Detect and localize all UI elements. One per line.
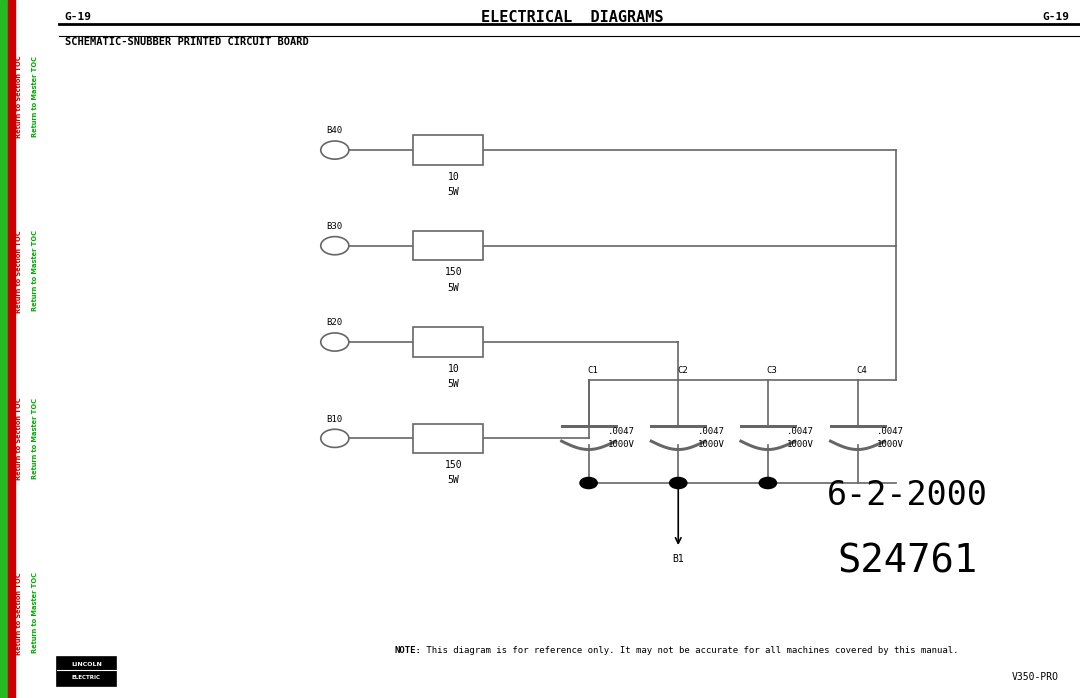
Circle shape <box>670 477 687 489</box>
Circle shape <box>321 141 349 159</box>
Circle shape <box>321 333 349 351</box>
Text: 5W: 5W <box>448 379 459 389</box>
Text: 6-2-2000: 6-2-2000 <box>826 479 988 512</box>
Text: 1000V: 1000V <box>787 440 814 449</box>
Text: R3: R3 <box>442 241 455 251</box>
Text: .0047: .0047 <box>608 427 635 436</box>
Text: C4: C4 <box>856 366 867 375</box>
Text: NOTE:: NOTE: <box>394 646 421 655</box>
Text: B1: B1 <box>673 554 684 563</box>
Text: 1000V: 1000V <box>608 440 635 449</box>
Text: 10: 10 <box>448 172 459 181</box>
Text: R1: R1 <box>442 433 455 443</box>
Text: C3: C3 <box>767 366 778 375</box>
Text: SCHEMATIC-SNUBBER PRINTED CIRCUIT BOARD: SCHEMATIC-SNUBBER PRINTED CIRCUIT BOARD <box>65 37 309 47</box>
Text: R2: R2 <box>442 337 455 347</box>
Circle shape <box>759 477 777 489</box>
Text: 10: 10 <box>448 364 459 373</box>
Text: B10: B10 <box>327 415 342 424</box>
Text: LINCOLN: LINCOLN <box>71 662 102 667</box>
Circle shape <box>321 429 349 447</box>
Text: B30: B30 <box>327 222 342 231</box>
Text: Return to Master TOC: Return to Master TOC <box>31 572 38 653</box>
Text: 1000V: 1000V <box>698 440 725 449</box>
Text: .0047: .0047 <box>787 427 814 436</box>
Bar <box>413 424 483 453</box>
Bar <box>8 0 15 698</box>
Text: Return to Master TOC: Return to Master TOC <box>31 230 38 311</box>
Text: Return to Section TOC: Return to Section TOC <box>16 230 23 313</box>
Text: Return to Section TOC: Return to Section TOC <box>16 56 23 138</box>
Text: 150: 150 <box>445 267 462 277</box>
Bar <box>413 327 483 357</box>
Text: 5W: 5W <box>448 475 459 485</box>
Text: R4: R4 <box>442 145 455 155</box>
Bar <box>413 231 483 260</box>
Text: Return to Section TOC: Return to Section TOC <box>16 572 23 655</box>
Text: G-19: G-19 <box>65 13 92 22</box>
Text: 5W: 5W <box>448 283 459 292</box>
Text: This diagram is for reference only. It may not be accurate for all machines cove: This diagram is for reference only. It m… <box>421 646 959 655</box>
Text: Return to Master TOC: Return to Master TOC <box>31 398 38 479</box>
Text: C1: C1 <box>588 366 598 375</box>
Text: B20: B20 <box>327 318 342 327</box>
Text: 150: 150 <box>445 460 462 470</box>
Text: 1000V: 1000V <box>877 440 904 449</box>
Text: Return to Section TOC: Return to Section TOC <box>16 398 23 480</box>
Circle shape <box>321 237 349 255</box>
Text: C2: C2 <box>677 366 688 375</box>
Text: .0047: .0047 <box>877 427 904 436</box>
Bar <box>0 0 8 698</box>
Text: V350-PRO: V350-PRO <box>1011 672 1058 682</box>
Circle shape <box>580 477 597 489</box>
Text: G-19: G-19 <box>1042 13 1069 22</box>
Bar <box>413 135 483 165</box>
Text: B40: B40 <box>327 126 342 135</box>
Text: ELECTRIC: ELECTRIC <box>72 674 100 680</box>
Text: ELECTRICAL  DIAGRAMS: ELECTRICAL DIAGRAMS <box>482 10 663 25</box>
Bar <box>57 657 117 686</box>
Text: .0047: .0047 <box>698 427 725 436</box>
Text: S24761: S24761 <box>837 543 977 581</box>
Text: Return to Master TOC: Return to Master TOC <box>31 56 38 137</box>
Text: 5W: 5W <box>448 187 459 197</box>
